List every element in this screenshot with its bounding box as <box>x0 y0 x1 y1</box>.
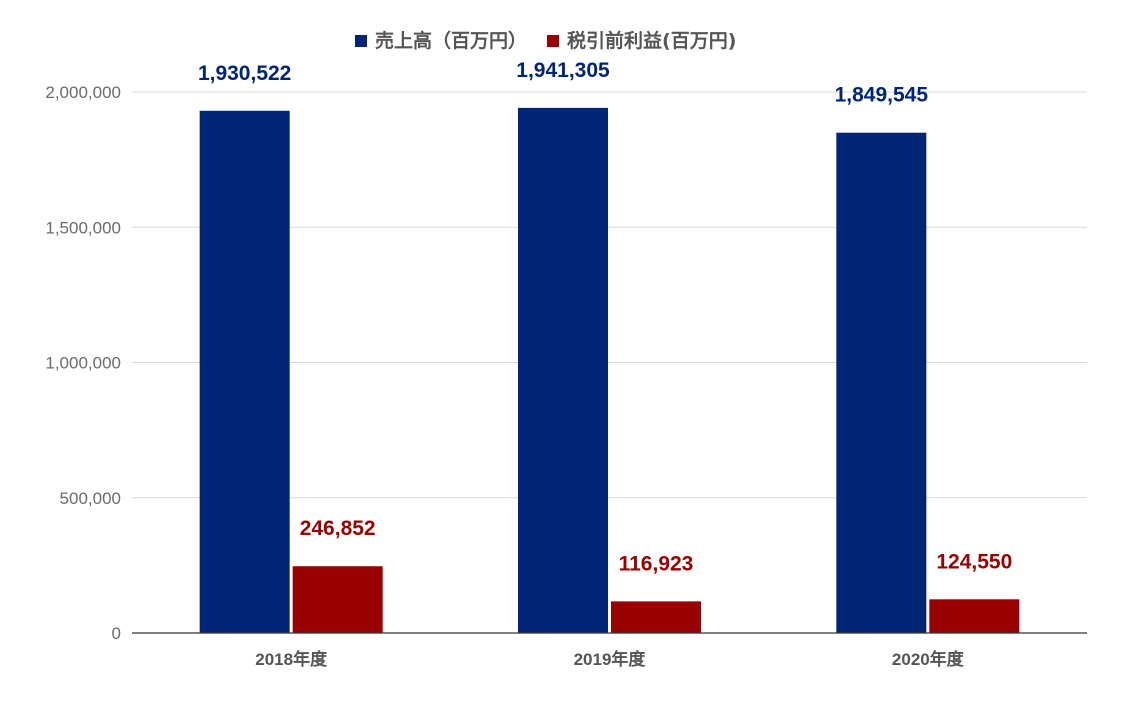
legend-item-series-2[interactable]: 税引前利益(百万円) <box>547 29 736 52</box>
legend-label: 売上高（百万円） <box>375 29 527 52</box>
bar-2019-series-2[interactable] <box>611 601 701 633</box>
data-label: 1,849,545 <box>835 84 929 107</box>
bars <box>199 107 1020 634</box>
gridlines <box>132 91 1087 499</box>
data-label: 124,550 <box>936 550 1012 573</box>
y-tick-label: 500,000 <box>60 489 121 508</box>
data-labels: 1,930,522 246,852 1,941,305 116,923 1,849,54… <box>198 59 1012 575</box>
legend-swatch <box>547 35 560 47</box>
y-tick-label: 1,000,000 <box>45 354 121 373</box>
legend-swatch <box>355 35 367 47</box>
data-label: 1,941,305 <box>516 59 610 82</box>
legend-label: 税引前利益(百万円) <box>567 29 736 52</box>
legend[interactable]: 売上高（百万円） 税引前利益(百万円) <box>355 29 736 52</box>
y-tick-label: 2,000,000 <box>45 83 121 102</box>
data-label: 246,852 <box>300 517 376 540</box>
legend-item-series-1[interactable]: 売上高（百万円） <box>355 29 527 52</box>
bar-2018-series-1[interactable] <box>199 110 290 633</box>
y-tick-label: 1,500,000 <box>45 218 121 237</box>
x-category-label: 2018年度 <box>255 649 328 669</box>
x-category-label: 2019年度 <box>574 649 647 669</box>
bar-2018-series-2[interactable] <box>292 566 383 633</box>
bar-2020-series-1[interactable] <box>836 132 927 634</box>
y-tick-label: 0 <box>112 624 121 643</box>
bar-2019-series-1[interactable] <box>518 107 608 633</box>
bar-2020-series-2[interactable] <box>929 599 1020 633</box>
x-axis-category-labels: 2018年度 2019年度 2020年度 <box>255 649 964 669</box>
data-label: 1,930,522 <box>198 62 291 85</box>
data-label: 116,923 <box>619 552 694 575</box>
y-axis-tick-labels: 0 500,000 1,000,000 1,500,000 2,000,000 <box>45 83 121 643</box>
x-category-label: 2020年度 <box>892 649 965 669</box>
